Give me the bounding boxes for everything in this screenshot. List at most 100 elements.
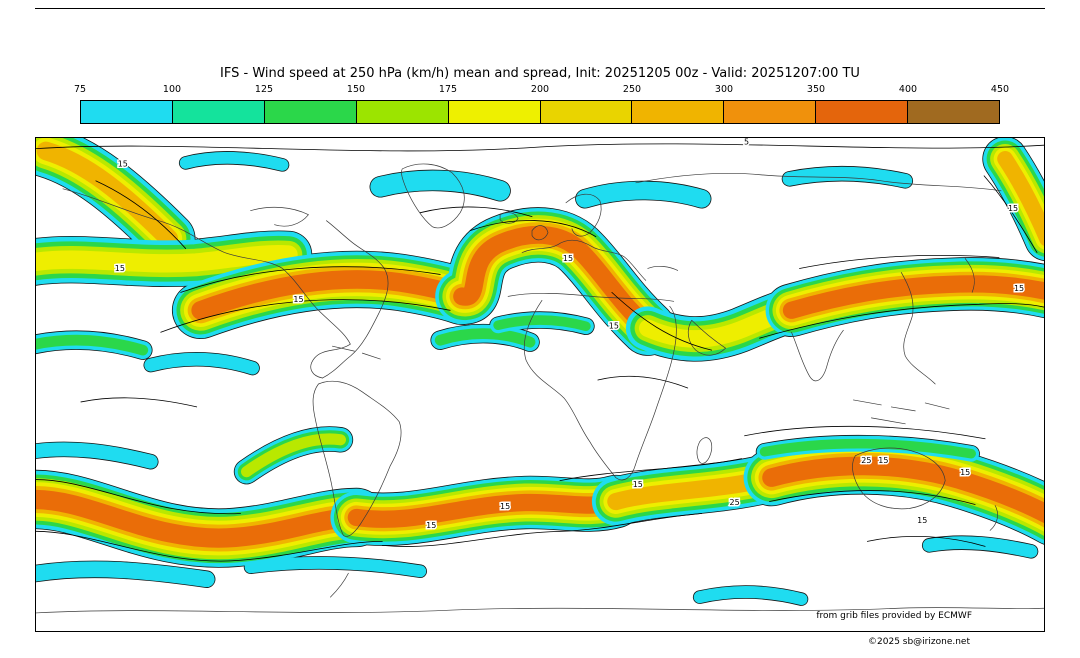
coastline	[401, 163, 465, 229]
contour-label: 15	[1014, 284, 1024, 293]
contour-label: 15	[609, 322, 619, 331]
contour-label: 15	[917, 516, 927, 525]
coastline	[62, 188, 351, 379]
wind-speed-band	[997, 151, 1044, 246]
coastline	[989, 505, 998, 531]
spread-contour	[983, 175, 1038, 253]
wind-speed-band	[36, 561, 215, 588]
coastline	[250, 206, 309, 227]
map-area: 15 15 15 15 15 15 15 5 15 25 25 15 15 15 15 15 from gri…	[35, 137, 1045, 632]
coastline	[521, 239, 647, 281]
colorbar-tick-label: 150	[346, 84, 366, 95]
coastline	[635, 172, 1002, 192]
wind-speed-band	[575, 181, 711, 208]
contour-label: 15	[293, 295, 303, 304]
wind-speed-band	[36, 489, 367, 548]
wind-speed-band	[347, 492, 625, 528]
contour-label: 15	[118, 159, 128, 168]
colorbar-tick-label: 400	[898, 84, 918, 95]
colorbar-segment	[81, 101, 173, 123]
coastline	[687, 319, 726, 356]
wind-speed-band	[144, 352, 260, 375]
coastline	[964, 258, 975, 293]
coastline	[565, 193, 602, 237]
spread-contour	[469, 220, 597, 237]
colorbar-segment	[632, 101, 725, 123]
contour-label: 25	[861, 456, 871, 465]
wind-speed-band	[782, 166, 913, 188]
coastline	[330, 572, 349, 598]
spread-contour	[36, 143, 1044, 152]
coastline	[332, 345, 381, 360]
coastline	[791, 329, 844, 382]
colorbar-tick-labels: 75 100 125 150 175 200 250 300 350 400 450	[74, 84, 1009, 96]
colorbar-tick-label: 125	[254, 84, 274, 95]
wind-speed-band	[240, 433, 346, 478]
colorbar-segment	[724, 101, 817, 123]
colorbar-tick-label: 75	[73, 84, 87, 95]
contour-label: 15	[115, 264, 125, 273]
contour-label: 15	[500, 502, 510, 511]
contour-label: 15	[563, 254, 573, 263]
wind-speed-band	[36, 334, 149, 356]
coastline	[36, 607, 1044, 614]
spread-contour	[744, 425, 986, 440]
colorbar-segment	[908, 101, 1000, 123]
wind-speed-band	[36, 245, 298, 273]
coastline	[531, 225, 549, 241]
spread-contour	[160, 299, 451, 333]
wind-speed-band	[179, 151, 289, 171]
colorbar-tick-label: 200	[530, 84, 550, 95]
wind-speed-band	[370, 170, 511, 201]
spread-contour	[419, 206, 533, 218]
contour-label: 5	[744, 138, 749, 146]
coastline	[852, 447, 946, 510]
contour-label: 15	[878, 456, 888, 465]
colorbar-segment	[172, 101, 265, 123]
wind-speed-band	[762, 456, 1044, 524]
coastline	[499, 212, 519, 224]
coastline	[853, 399, 950, 425]
spread-contour	[611, 291, 713, 351]
wind-speed-band	[922, 536, 1038, 558]
spread-contour	[180, 266, 441, 293]
wind-speed-band	[693, 586, 808, 606]
wind-speed-band	[36, 442, 158, 469]
wind-speed-band	[36, 141, 179, 248]
coastline	[312, 380, 402, 537]
wind-speed-band	[493, 315, 591, 332]
spread-contour	[36, 531, 383, 562]
colorbar-segment	[448, 101, 541, 123]
world-map-svg: 15 15 15 15 15 15 15 5 15 25 25 15 15 15 15 15	[36, 138, 1044, 614]
colorbar-tick-label: 250	[622, 84, 642, 95]
contour-label: 15	[960, 468, 970, 477]
spread-contour	[80, 397, 198, 408]
spread-contour	[799, 255, 1000, 269]
colorbar-tick-label: 175	[438, 84, 458, 95]
colorbar	[80, 100, 1000, 124]
spread-contour	[559, 458, 742, 482]
colorbar-tick-label: 100	[162, 84, 182, 95]
colorbar-segment	[540, 101, 633, 123]
contour-label: 25	[730, 498, 740, 507]
wind-speed-band	[453, 225, 657, 338]
colorbar-tick-label: 300	[714, 84, 734, 95]
spread-contour	[866, 535, 986, 547]
chart-title: IFS - Wind speed at 250 hPa (km/h) mean …	[220, 66, 860, 81]
colorbar-segment	[264, 101, 357, 123]
contour-label: 15	[1008, 204, 1018, 213]
wind-speed-band	[244, 556, 427, 578]
colorbar-tick-label: 350	[806, 84, 826, 95]
colorbar-tick-label: 450	[990, 84, 1010, 95]
spread-contour	[381, 513, 703, 547]
colorbar-segment	[356, 101, 449, 123]
contour-label: 15	[633, 480, 643, 489]
spread-contour	[597, 375, 689, 389]
coastline	[523, 299, 677, 481]
spread-contour	[759, 303, 1044, 339]
contour-label: 15	[426, 521, 436, 530]
colorbar-segment	[816, 101, 909, 123]
coastline	[647, 265, 679, 271]
spread-contour	[769, 490, 976, 505]
coastline	[507, 292, 675, 302]
